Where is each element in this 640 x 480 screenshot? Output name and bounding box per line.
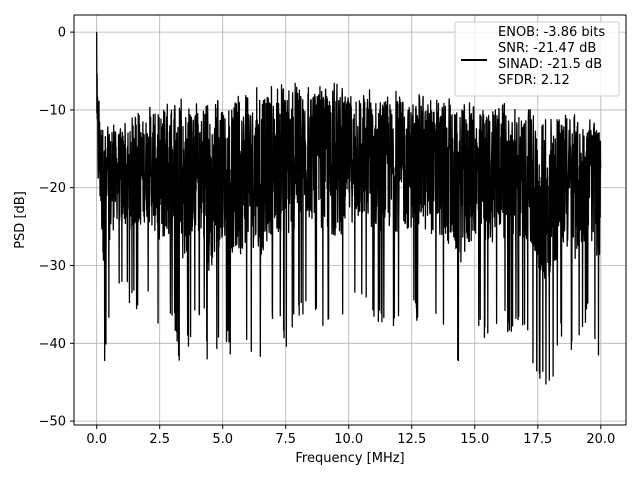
- y-tick-label: 0: [58, 26, 66, 41]
- y-tick-label: −30: [39, 259, 66, 274]
- x-tick-label: 15.0: [460, 432, 489, 447]
- x-tick-label: 2.5: [149, 432, 170, 447]
- legend-entry-line: SNR: -21.47 dB: [498, 41, 596, 56]
- x-tick-label: 5.0: [212, 432, 233, 447]
- plot-frame: [73, 14, 627, 426]
- legend-entry-line: SINAD: -21.5 dB: [498, 57, 602, 72]
- legend-entry-line: ENOB: -3.86 bits: [498, 25, 605, 40]
- y-axis-label: PSD [dB]: [13, 191, 28, 249]
- x-tick-label: 7.5: [275, 432, 296, 447]
- x-tick-label: 12.5: [397, 432, 426, 447]
- x-tick-label: 20.0: [586, 432, 615, 447]
- x-tick-label: 10.0: [334, 432, 363, 447]
- psd-line: [96, 32, 602, 385]
- x-tick-label: 17.5: [523, 432, 552, 447]
- x-axis-label: Frequency [MHz]: [295, 451, 404, 466]
- x-tick-label: 0.0: [86, 432, 107, 447]
- legend-box: [454, 21, 620, 97]
- y-tick-label: −50: [39, 415, 66, 430]
- y-tick-label: −10: [39, 103, 66, 118]
- psd-series: [96, 32, 602, 385]
- x-axis-ticks: 0.0 2.5 5.0 7.5 10.0 12.5 15.0 17.5 20.0: [86, 425, 615, 447]
- y-tick-label: −20: [39, 181, 66, 196]
- y-axis-ticks: 0 −10 −20 −30 −40 −50: [39, 26, 74, 430]
- legend-entry-line: SFDR: 2.12: [498, 73, 570, 88]
- y-tick-label: −40: [39, 337, 66, 352]
